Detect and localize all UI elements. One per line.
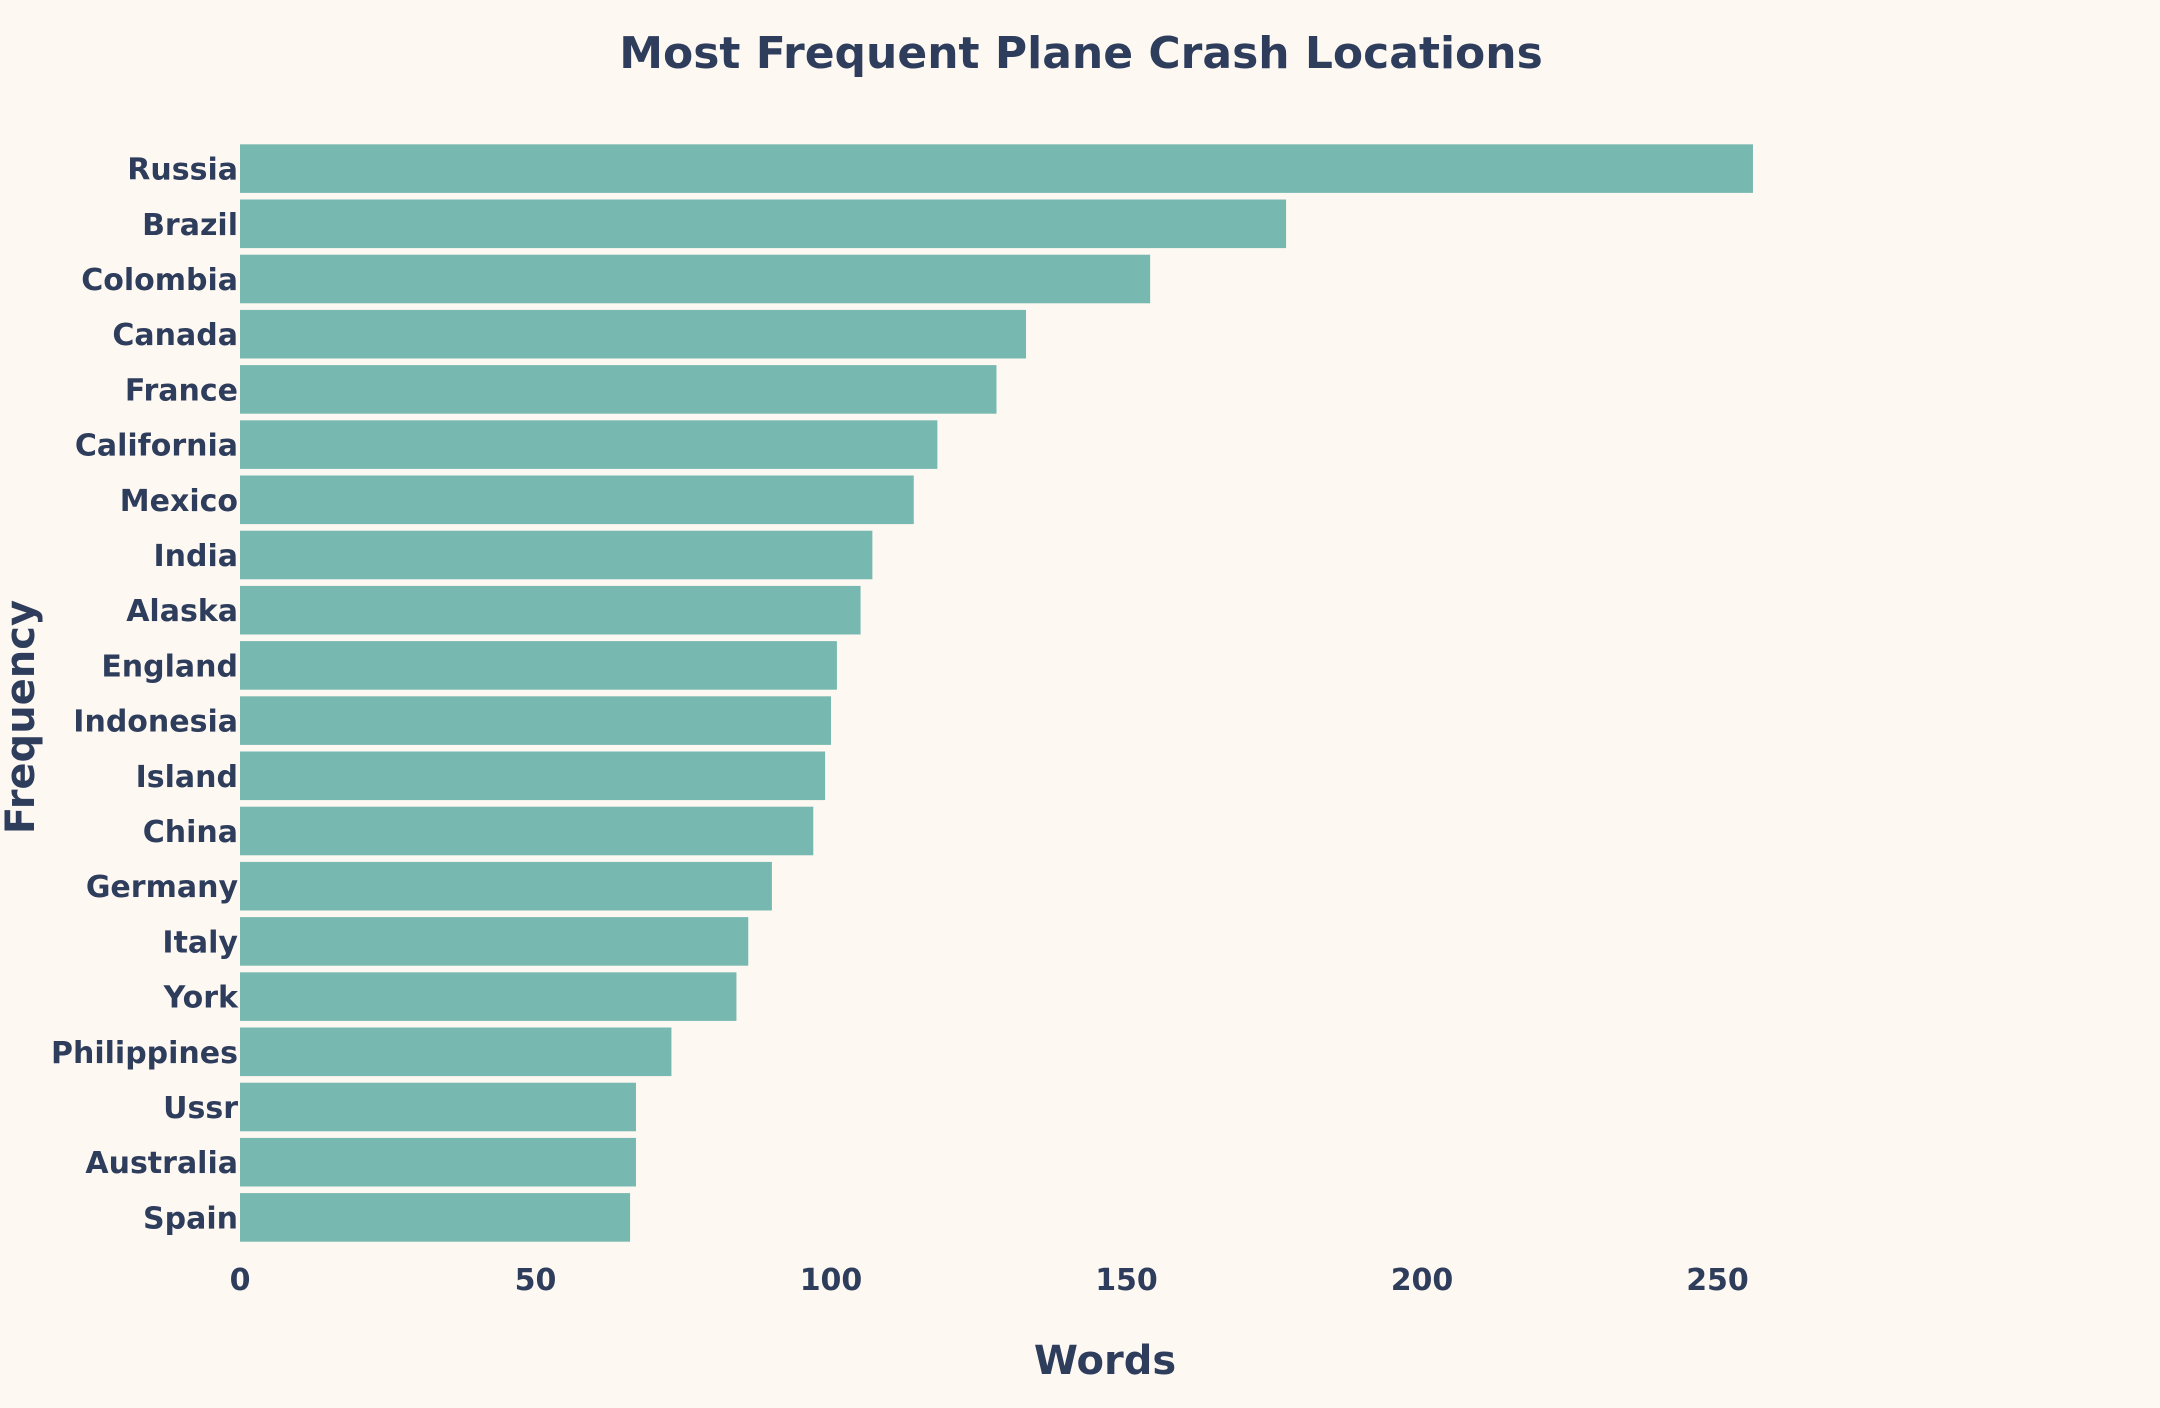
category-label: Australia [85, 1146, 238, 1181]
category-label: France [125, 373, 238, 408]
x-tick-label: 250 [1686, 1263, 1749, 1298]
x-tick-label: 0 [230, 1263, 251, 1298]
bar-island [240, 751, 826, 801]
bar-china [240, 806, 814, 856]
x-axis-title: Words [1034, 1338, 1176, 1384]
x-tick-label: 100 [800, 1263, 863, 1298]
bar-alaska [240, 585, 861, 635]
bar-ussr [240, 1082, 636, 1132]
chart-title: Most Frequent Plane Crash Locations [619, 28, 1543, 79]
bar-germany [240, 861, 772, 911]
x-tick-label: 200 [1391, 1263, 1454, 1298]
bar-spain [240, 1193, 631, 1242]
bar-india [240, 530, 873, 580]
category-label: England [101, 649, 238, 684]
bar-york [240, 972, 737, 1021]
category-label: Island [136, 760, 238, 795]
category-label: California [75, 429, 238, 464]
category-label: Canada [112, 318, 238, 353]
category-label: Spain [143, 1201, 238, 1236]
category-label: China [143, 815, 238, 850]
bar-california [240, 420, 938, 469]
bar-mexico [240, 475, 914, 525]
bar-philippines [240, 1027, 672, 1077]
category-label: Russia [127, 153, 238, 188]
x-tick-label: 150 [1095, 1263, 1158, 1298]
category-label: India [153, 539, 238, 574]
bar-brazil [240, 199, 1287, 249]
bars-group [240, 144, 1753, 1242]
category-label: Colombia [81, 263, 238, 298]
bar-colombia [240, 254, 1151, 304]
x-tick-label: 50 [515, 1263, 557, 1298]
bar-indonesia [240, 696, 831, 745]
category-label: Italy [162, 925, 238, 960]
y-axis-title: Frequency [0, 600, 44, 834]
bar-australia [240, 1137, 636, 1187]
category-labels: Russia Brazil Colombia Canada France Californ… [51, 153, 239, 1237]
category-label: Mexico [120, 484, 238, 519]
category-label: Germany [86, 870, 239, 905]
category-label: Ussr [163, 1091, 238, 1126]
bar-canada [240, 309, 1027, 359]
bar-russia [240, 144, 1753, 193]
bar-france [240, 365, 997, 414]
category-label: York [163, 981, 239, 1016]
category-label: Indonesia [73, 705, 238, 740]
x-tick-labels: 0 50 100 150 200 250 [230, 1263, 1749, 1298]
bar-italy [240, 917, 749, 966]
bar-england [240, 641, 837, 690]
category-label: Philippines [51, 1036, 238, 1071]
category-label: Brazil [142, 208, 238, 243]
category-label: Alaska [126, 594, 238, 629]
